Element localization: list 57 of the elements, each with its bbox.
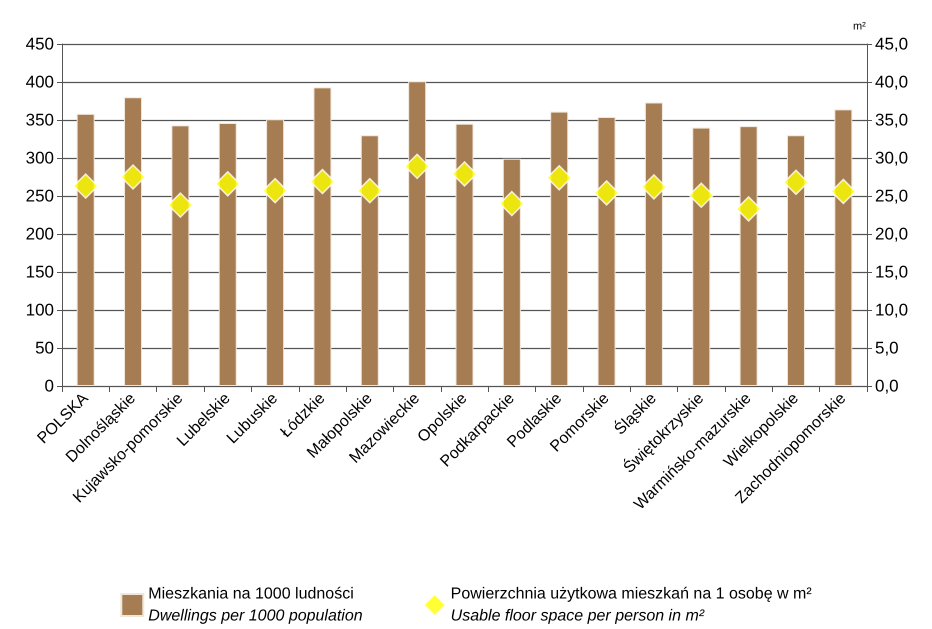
bar	[644, 102, 663, 386]
point	[404, 154, 430, 180]
y2-tick-label: 5,0	[875, 338, 899, 358]
y-tick-label: 100	[26, 300, 54, 320]
y-tick-label: 250	[26, 186, 54, 206]
bar	[76, 114, 95, 386]
y2-tick-label: 30,0	[875, 148, 908, 168]
y-tick-label: 350	[26, 110, 54, 130]
bar	[456, 124, 474, 386]
y-tick-label: 400	[26, 72, 54, 92]
bar	[502, 158, 521, 386]
bar	[598, 116, 616, 386]
bar	[218, 123, 237, 386]
point	[546, 165, 572, 191]
point	[120, 164, 146, 190]
point	[736, 196, 762, 222]
y-tick-label: 450	[26, 34, 54, 54]
bar	[550, 112, 568, 386]
y2-tick-label: 45,0	[875, 34, 908, 54]
bar	[313, 87, 332, 386]
y2-tick-label: 10,0	[875, 300, 908, 320]
point	[594, 180, 620, 206]
bar	[171, 125, 190, 386]
bar	[834, 109, 852, 386]
y-tick-label: 200	[26, 224, 54, 244]
point	[168, 192, 194, 218]
y2-tick-label: 35,0	[875, 110, 908, 130]
point	[72, 173, 98, 199]
bar	[692, 128, 710, 386]
bar	[360, 135, 379, 386]
bar	[786, 135, 805, 386]
y-tick-label: 150	[26, 262, 54, 282]
point	[499, 190, 525, 216]
point	[310, 168, 336, 194]
y2-axis-title: m²	[853, 20, 866, 32]
bar	[408, 81, 426, 386]
y2-tick-label: 0,0	[875, 376, 899, 396]
legend-label: Powierzchnia użytkowa mieszkań na 1 osobę w m² Usable floor space per person in m²	[450, 586, 812, 624]
point	[214, 171, 240, 197]
y2-tick-label: 40,0	[875, 72, 908, 92]
bar	[740, 126, 758, 386]
bar	[124, 97, 142, 386]
point	[357, 178, 383, 204]
point	[830, 178, 856, 204]
point	[783, 170, 809, 196]
point	[452, 161, 478, 187]
y2-tick-label: 20,0	[875, 224, 908, 244]
y-tick-label: 0	[44, 376, 54, 396]
point	[641, 174, 667, 200]
y2-tick-label: 15,0	[875, 262, 908, 282]
bar	[266, 119, 284, 386]
legend-label: Mieszkania na 1000 ludności Dwellings per 1000 population	[148, 586, 363, 624]
y2-tick-label: 25,0	[875, 186, 908, 206]
y-tick-label: 50	[35, 338, 54, 358]
point	[262, 178, 288, 204]
y-tick-label: 300	[26, 148, 54, 168]
point	[688, 182, 714, 208]
